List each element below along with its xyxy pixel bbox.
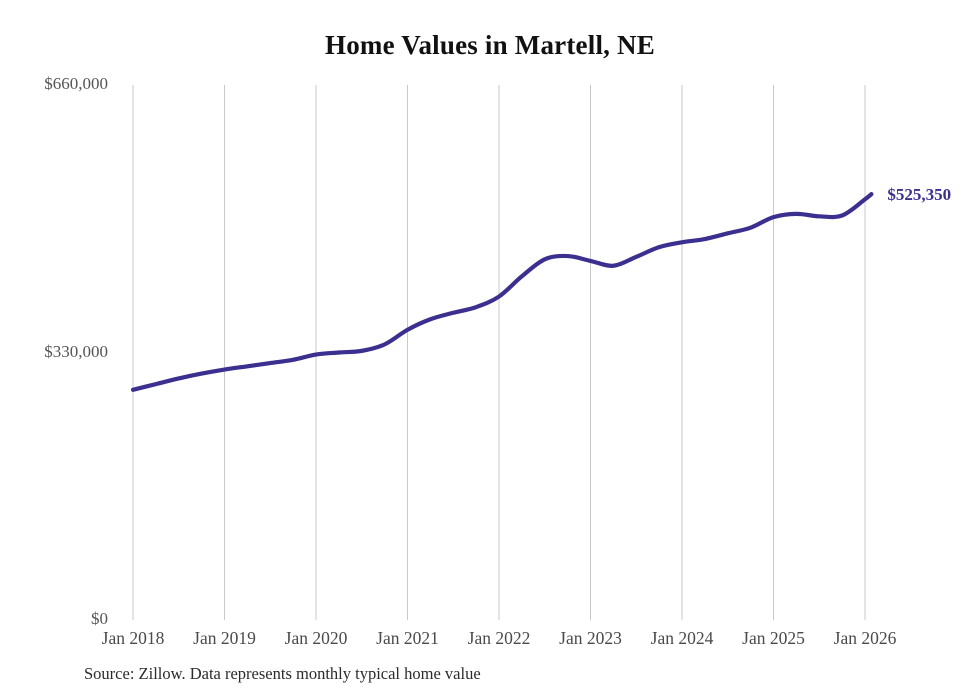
source-note: Source: Zillow. Data represents monthly … <box>84 664 481 683</box>
x-tick-label: Jan 2026 <box>833 628 897 648</box>
y-tick-label: $660,000 <box>44 74 108 93</box>
x-tick-label: Jan 2020 <box>284 628 348 648</box>
x-tick-label: Jan 2018 <box>101 628 165 648</box>
gridlines-group <box>132 85 866 620</box>
x-tick-label: Jan 2021 <box>376 628 439 648</box>
y-tick-label: $330,000 <box>44 341 108 361</box>
x-tick-label: Jan 2023 <box>559 628 622 648</box>
end-value-label: $525,350 <box>887 185 952 205</box>
x-tick-label: Jan 2024 <box>650 628 714 648</box>
x-tick-label: Jan 2025 <box>742 628 805 648</box>
value-line-series <box>130 192 874 392</box>
y-tick-label: $0 <box>91 609 108 628</box>
x-tick-label: Jan 2019 <box>193 628 256 648</box>
x-tick-label: Jan 2022 <box>467 628 531 648</box>
page-title: Home Values in Martell, NE <box>325 30 655 60</box>
